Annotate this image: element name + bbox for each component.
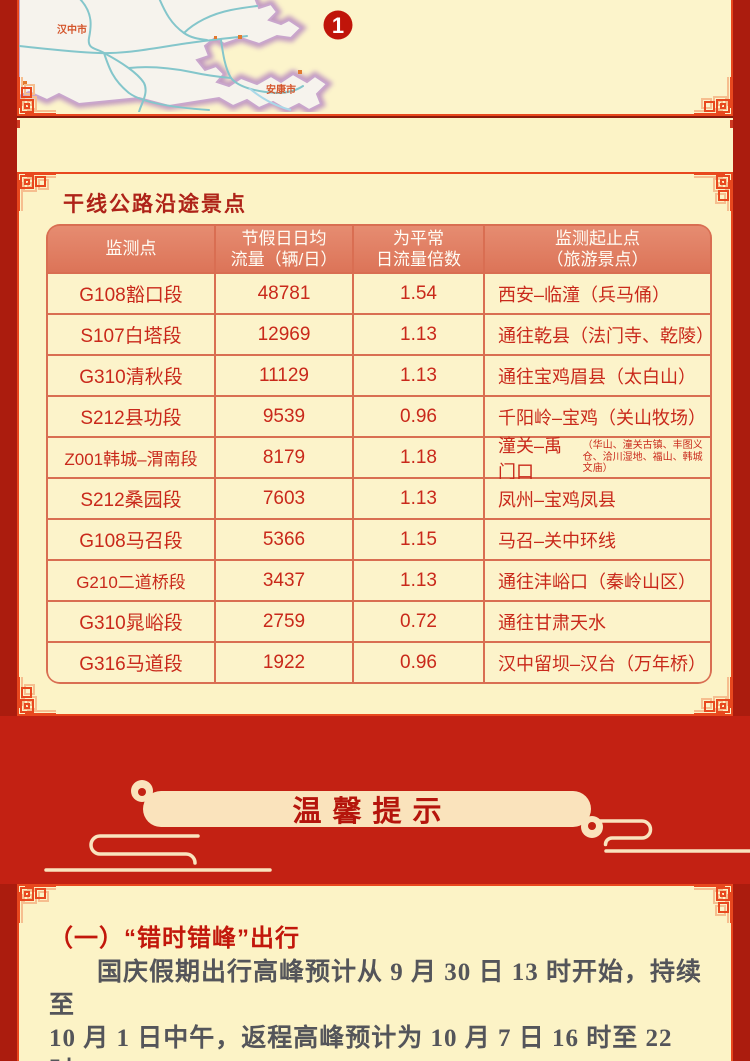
frame-tick [730, 120, 733, 128]
road-line-light [248, 87, 292, 111]
volume-multiple-cell: 1.13 [354, 356, 483, 395]
road-lines [19, 0, 304, 113]
daily-volume-cell: 48781 [216, 274, 352, 313]
city-label-hanzhong: 汉中市 [57, 23, 87, 36]
route-cell: 潼关–禹门口 （华山、潼关古镇、丰图义仓、洽川湿地、福山、韩城文庙） [485, 436, 710, 482]
route-cell: 通往甘肃天水 [485, 602, 710, 641]
corner-ornament [16, 883, 56, 923]
corner-ornament [694, 883, 734, 923]
province-shape [19, 0, 334, 114]
banner-title: 温馨提示 [292, 796, 453, 828]
corner-ornament [16, 171, 56, 211]
right-edge-strip [733, 0, 750, 1061]
city-label-ankang: 安康市 [266, 83, 296, 96]
daily-volume-cell: 1922 [216, 643, 352, 682]
tips-heading: （一）“错时错峰”出行 [49, 925, 300, 952]
monitor-point-cell: G310晁峪段 [48, 602, 214, 641]
route-cell: 通往宝鸡眉县（太白山） [485, 356, 710, 395]
route-cell: 汉中留坝–汉台（万年桥） [485, 643, 710, 682]
table-header-cell: 为平常 日流量倍数 [354, 226, 483, 272]
daily-volume-cell: 9539 [216, 397, 352, 436]
tips-line: 国庆假期出行高峰预计从 9 月 30 日 13 时开始，持续至 [49, 959, 703, 1019]
ribbon-curl-icon [131, 780, 153, 802]
monitor-point-cell: G310清秋段 [48, 356, 214, 395]
volume-multiple-cell: 1.54 [354, 274, 483, 313]
route-cell: 凤州–宝鸡凤县 [485, 479, 710, 518]
route-cell: 西安–临潼（兵马俑） [485, 274, 710, 313]
daily-volume-cell: 7603 [216, 479, 352, 518]
monitor-point-cell: G108豁口段 [48, 274, 214, 313]
volume-multiple-cell: 1.13 [354, 315, 483, 354]
left-edge-strip [0, 0, 17, 1061]
cloud-decoration-left [44, 834, 272, 872]
monitor-point-cell: Z001韩城–渭南段 [48, 438, 214, 477]
volume-multiple-cell: 1.18 [354, 438, 483, 477]
daily-volume-cell: 2759 [216, 602, 352, 641]
table-header-cell: 监测起止点 （旅游景点） [485, 226, 710, 272]
monitor-point-cell: S212县功段 [48, 397, 214, 436]
route-cell: 马召–关中环线 [485, 520, 710, 559]
route-note-text: （华山、潼关古镇、丰图义仓、洽川湿地、福山、韩城文庙） [582, 440, 703, 475]
table-header-cell: 节假日日均 流量（辆/日） [216, 226, 352, 272]
map-badge-number: 1 [332, 13, 344, 38]
section-title: 干线公路沿途景点 [63, 193, 247, 216]
corner-ornament [16, 677, 56, 717]
cloud-decoration-right [586, 819, 750, 853]
route-cell: 通往沣峪口（秦岭山区） [485, 561, 710, 600]
map-badge-1: 1 [323, 10, 353, 40]
daily-volume-cell: 12969 [216, 315, 352, 354]
volume-multiple-cell: 0.96 [354, 397, 483, 436]
corner-ornament [694, 171, 734, 211]
route-cell: 千阳岭–宝鸡（关山牧场） [485, 397, 710, 436]
route-cell: 通往乾县（法门寺、乾陵） [485, 315, 714, 354]
tips-banner-section: 温馨提示 [0, 716, 750, 884]
traffic-table: 监测点 节假日日均 流量（辆/日） 为平常 日流量倍数 监测起止点 （旅游景点） G10… [46, 224, 714, 684]
volume-multiple-cell: 0.72 [354, 602, 483, 641]
ribbon-curl-icon [581, 816, 603, 838]
daily-volume-cell: 8179 [216, 438, 352, 477]
volume-multiple-cell: 1.13 [354, 479, 483, 518]
tips-paragraph: 国庆假期出行高峰预计从 9 月 30 日 13 时开始，持续至 10 月 1 日… [49, 956, 705, 1061]
daily-volume-cell: 3437 [216, 561, 352, 600]
monitor-point-cell: G316马道段 [48, 643, 214, 682]
monitor-point-cell: S212桑园段 [48, 479, 214, 518]
monitor-point-cell: G210二道桥段 [48, 561, 214, 600]
province-map: 汉中市 安康市 1 [19, 0, 353, 114]
map-panel: 汉中市 安康市 1 [17, 0, 733, 116]
frame-tick [17, 120, 20, 128]
tips-line: 10 月 1 日中午，返程高峰预计为 10 月 7 日 16 时至 22 时； [49, 1025, 673, 1061]
table-panel: 干线公路沿途景点 监测点 节假日日均 流量（辆/日） 为平常 日流量倍数 监测起止点 … [17, 172, 733, 716]
volume-multiple-cell: 0.96 [354, 643, 483, 682]
daily-volume-cell: 11129 [216, 356, 352, 395]
banner-ribbon: 温馨提示 [131, 780, 603, 838]
panel-shadow-line [17, 116, 733, 118]
volume-multiple-cell: 1.13 [354, 561, 483, 600]
route-main-text: 潼关–禹门口 [498, 435, 563, 482]
table-header-cell: 监测点 [48, 226, 214, 272]
monitor-point-cell: G108马召段 [48, 520, 214, 559]
daily-volume-cell: 5366 [216, 520, 352, 559]
monitor-point-cell: S107白塔段 [48, 315, 214, 354]
tips-panel: （一）“错时错峰”出行 国庆假期出行高峰预计从 9 月 30 日 13 时开始，… [17, 884, 733, 1061]
volume-multiple-cell: 1.15 [354, 520, 483, 559]
